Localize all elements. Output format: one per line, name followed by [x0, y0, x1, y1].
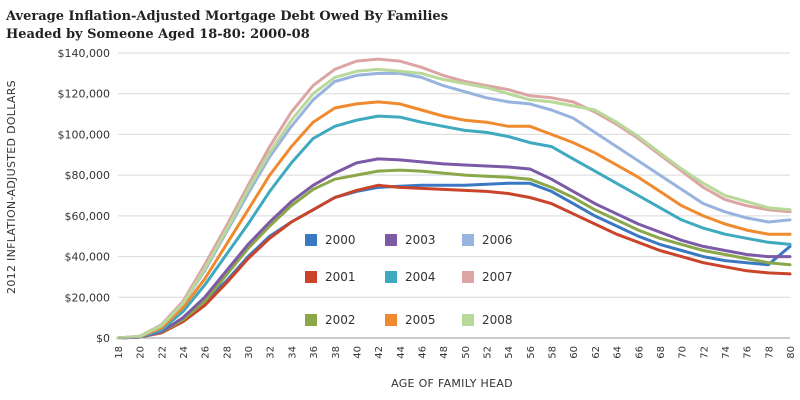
- y-axis-ticks: $0 $20,000 $40,000 $60,000 $80,000 $100,000 $1…: [58, 47, 111, 345]
- x-tick-label: 40: [352, 346, 363, 359]
- x-tick-label: 30: [244, 346, 255, 359]
- x-tick-label: 34: [287, 346, 298, 359]
- x-axis-label: AGE OF FAMILY HEAD: [391, 377, 513, 390]
- legend-label: 2002: [325, 313, 356, 327]
- series-lines: [116, 57, 792, 340]
- x-tick-label: 72: [699, 346, 710, 359]
- legend-label: 2007: [482, 270, 513, 284]
- x-tick-label: 64: [613, 346, 624, 359]
- chart-title-line-1: Average Inflation-Adjusted Mortgage Debt…: [5, 9, 448, 24]
- x-tick-label: 26: [201, 346, 212, 359]
- series-line-2005: [116, 100, 792, 340]
- x-tick-label: 38: [331, 346, 342, 359]
- x-tick-label: 76: [743, 346, 754, 359]
- y-tick-label: $120,000: [58, 88, 111, 101]
- series-line-2004: [116, 114, 792, 340]
- legend-swatch: [305, 314, 317, 326]
- legend-swatch: [462, 314, 474, 326]
- y-tick-label: $140,000: [58, 47, 111, 60]
- x-tick-label: 36: [309, 346, 320, 359]
- legend-label: 2008: [482, 313, 513, 327]
- series-line-2006: [116, 71, 792, 340]
- y-tick-label: $60,000: [65, 210, 111, 223]
- series-line-2007: [116, 57, 792, 340]
- legend-swatch: [462, 271, 474, 283]
- legend-swatch: [385, 271, 397, 283]
- chart-title-line-2: Headed by Someone Aged 18-80: 2000-08: [6, 27, 310, 42]
- x-axis-ticks: 18 20 22 24 26 28 30 32 34 36 38 40 42 44 46 48 50 52 54 56…: [114, 346, 797, 359]
- x-tick-label: 62: [591, 346, 602, 359]
- x-tick-label: 44: [396, 346, 407, 359]
- legend-label: 2004: [405, 270, 436, 284]
- x-tick-label: 68: [656, 346, 667, 359]
- legend-swatch: [385, 314, 397, 326]
- legend-label: 2000: [325, 233, 356, 247]
- x-tick-label: 54: [504, 346, 515, 359]
- x-tick-label: 78: [764, 346, 775, 359]
- x-tick-label: 58: [548, 346, 559, 359]
- y-tick-label: $80,000: [65, 169, 111, 182]
- x-tick-label: 20: [136, 346, 147, 359]
- gridlines: [118, 52, 790, 298]
- x-tick-label: 22: [157, 346, 168, 359]
- x-tick-label: 24: [179, 346, 190, 359]
- series-line-2002: [116, 168, 792, 340]
- x-tick-label: 28: [222, 346, 233, 359]
- y-tick-label: $100,000: [58, 128, 111, 141]
- series-line-2001: [116, 183, 792, 340]
- x-tick-label: 48: [439, 346, 450, 359]
- legend-swatch: [305, 234, 317, 246]
- legend: 2000 2001 2002 2003 2004 2005 2006 2007 2008: [305, 233, 513, 327]
- legend-label: 2001: [325, 270, 356, 284]
- legend-swatch: [462, 234, 474, 246]
- x-tick-label: 60: [569, 346, 580, 359]
- legend-label: 2003: [405, 233, 436, 247]
- x-tick-label: 52: [483, 346, 494, 359]
- x-tick-label: 42: [374, 346, 385, 359]
- x-tick-label: 18: [114, 346, 125, 359]
- legend-swatch: [305, 271, 317, 283]
- x-tick-label: 50: [461, 346, 472, 359]
- x-tick-label: 70: [678, 346, 689, 359]
- x-tick-label: 32: [266, 346, 277, 359]
- legend-swatch: [385, 234, 397, 246]
- x-tick-label: 74: [721, 346, 732, 359]
- x-tick-label: 46: [417, 346, 428, 359]
- series-line-2000: [116, 181, 792, 340]
- legend-label: 2006: [482, 233, 513, 247]
- x-tick-label: 56: [526, 346, 537, 359]
- legend-label: 2005: [405, 313, 436, 327]
- y-tick-label: $40,000: [65, 251, 111, 264]
- y-tick-label: $20,000: [65, 291, 111, 304]
- y-axis-label: 2012 INFLATION-ADJUSTED DOLLARS: [5, 80, 18, 294]
- series-line-2003: [116, 157, 792, 340]
- x-tick-label: 80: [786, 346, 797, 359]
- y-tick-label: $0: [96, 332, 110, 345]
- series-line-2008: [116, 67, 792, 340]
- x-tick-label: 66: [634, 346, 645, 359]
